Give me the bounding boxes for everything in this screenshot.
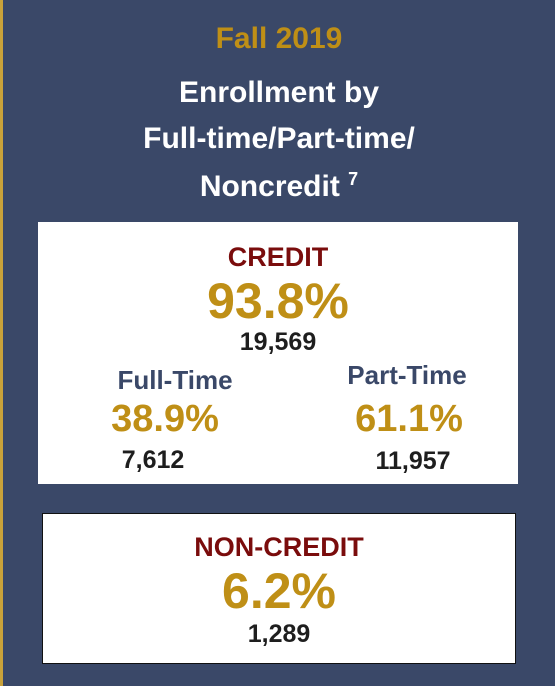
full-time-label: Full-Time [117, 365, 233, 395]
title-line: Full-time/Part-time/ [143, 122, 415, 155]
non-credit-label: NON-CREDIT [194, 532, 364, 562]
credit-count: 19,569 [239, 328, 317, 356]
term: Fall 2019 [215, 22, 343, 55]
title-line: Enrollment by [178, 76, 380, 109]
footnote: 7 [348, 169, 359, 189]
credit-panel: CREDIT 93.8% 19,569 Full-Time Part-Time … [38, 222, 518, 484]
credit-label: CREDIT [227, 242, 329, 272]
part-time-label: Part-Time [347, 360, 467, 390]
part-time-percent: 61.1% [355, 398, 463, 440]
non-credit-percent: 6.2% [222, 563, 336, 619]
credit-percent: 93.8% [207, 273, 349, 329]
non-credit-panel: NON-CREDIT 6.2% 1,289 [42, 513, 516, 664]
full-time-percent: 38.9% [111, 398, 219, 440]
non-credit-count: 1,289 [247, 620, 311, 648]
full-time-count: 7,612 [121, 446, 185, 474]
part-time-count: 11,957 [375, 447, 451, 475]
title-text: Noncredit [199, 170, 340, 203]
title-line: Noncredit 7 [3, 169, 555, 203]
